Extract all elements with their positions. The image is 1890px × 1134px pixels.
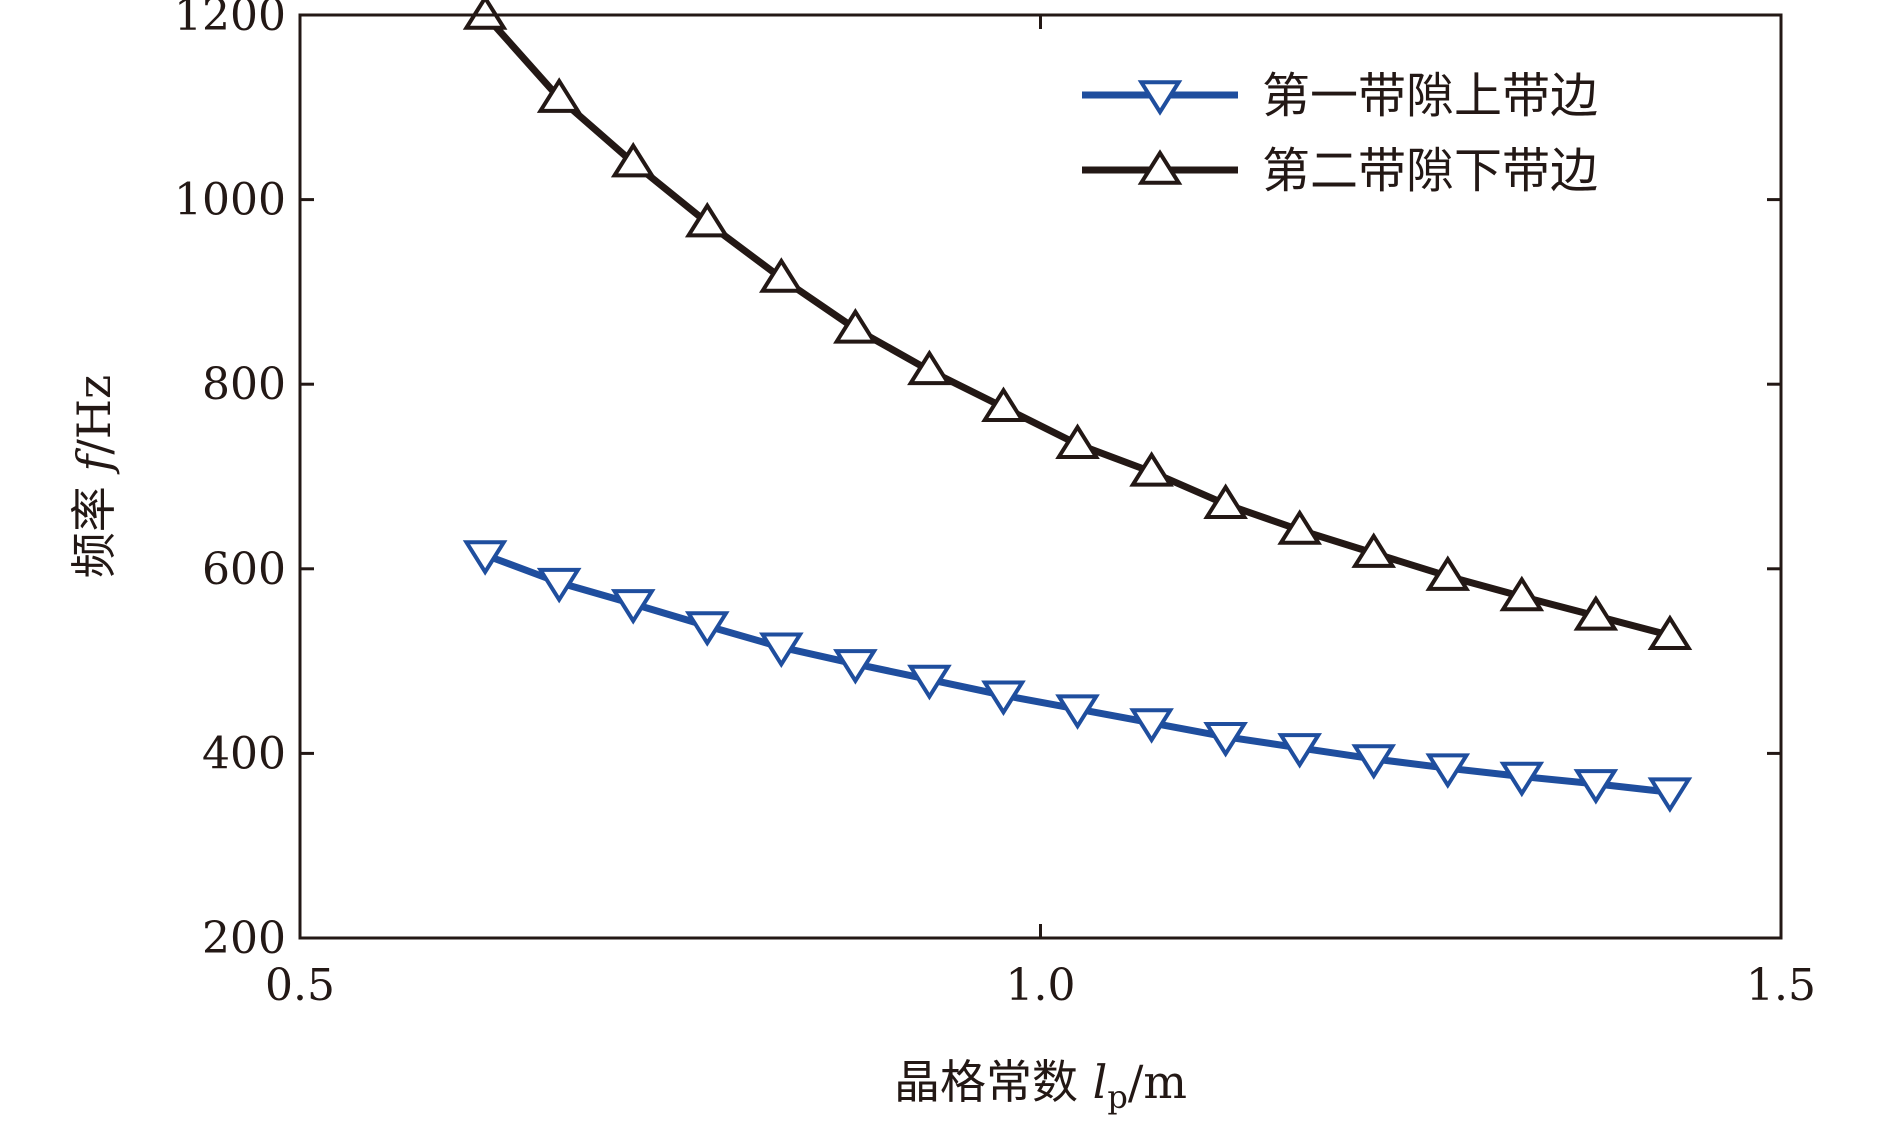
data-point bbox=[1351, 744, 1397, 780]
legend-marker bbox=[1137, 149, 1183, 185]
y-tick-label: 1200 bbox=[174, 0, 286, 41]
data-point bbox=[1647, 777, 1693, 813]
x-axis-title-sub: p bbox=[1107, 1078, 1127, 1116]
data-point bbox=[1499, 575, 1545, 612]
data-point bbox=[1573, 595, 1619, 631]
data-point bbox=[759, 257, 804, 293]
data-point bbox=[1647, 614, 1693, 651]
data-point bbox=[684, 611, 730, 647]
legend-item-1: 第一带隙上带边 bbox=[1082, 68, 1598, 124]
y-tick-label: 800 bbox=[202, 359, 286, 410]
data-point bbox=[907, 664, 952, 701]
legend-marker bbox=[1137, 80, 1183, 116]
data-point bbox=[1277, 509, 1322, 545]
data-point bbox=[1277, 733, 1322, 769]
series-1 bbox=[462, 540, 1693, 813]
ticks-layer: 0.5 1.0 1.5 200 400 600 800 1000 1200 bbox=[174, 0, 1816, 1011]
x-axis-title: 晶格常数 lp/m bbox=[894, 1055, 1187, 1116]
y-tick-label: 400 bbox=[202, 728, 286, 779]
data-point bbox=[1129, 708, 1174, 744]
y-axis-title: 频率 f/Hz bbox=[67, 375, 121, 579]
x-tick-label: 1.0 bbox=[1006, 960, 1076, 1011]
data-point bbox=[833, 649, 878, 685]
x-axis-title-unit: /m bbox=[1128, 1055, 1187, 1109]
data-point bbox=[536, 567, 582, 604]
data-point bbox=[759, 632, 804, 669]
legend-label: 第一带隙上带边 bbox=[1262, 68, 1598, 124]
y-axis-title-unit: /Hz bbox=[67, 375, 121, 455]
data-point bbox=[981, 680, 1026, 717]
data-point bbox=[1351, 532, 1397, 568]
data-point bbox=[610, 141, 656, 178]
x-tick-label: 0.5 bbox=[265, 960, 335, 1011]
data-point bbox=[462, 540, 508, 576]
data-point bbox=[1055, 423, 1100, 459]
y-tick-label: 1000 bbox=[174, 175, 286, 226]
x-axis-title-var: l bbox=[1093, 1055, 1108, 1109]
y-tick-label: 200 bbox=[202, 913, 286, 964]
series-layer bbox=[462, 0, 1693, 813]
data-point bbox=[1573, 769, 1619, 805]
series-2 bbox=[462, 0, 1693, 651]
x-tick-label: 1.5 bbox=[1746, 960, 1816, 1011]
data-point bbox=[1499, 761, 1545, 798]
data-point bbox=[536, 77, 582, 113]
x-axis-title-prefix: 晶格常数 bbox=[894, 1055, 1093, 1109]
data-point bbox=[907, 349, 952, 386]
y-tick-label: 600 bbox=[202, 544, 286, 595]
data-point bbox=[684, 201, 730, 238]
data-point bbox=[1203, 483, 1248, 519]
legend-item-2: 第二带隙下带边 bbox=[1082, 143, 1598, 199]
data-point bbox=[610, 589, 656, 625]
data-point bbox=[981, 386, 1026, 423]
data-point bbox=[833, 308, 878, 344]
data-point bbox=[1425, 753, 1471, 789]
data-point bbox=[1055, 694, 1100, 730]
data-point bbox=[1203, 722, 1248, 758]
data-point bbox=[1129, 451, 1174, 487]
legend-label: 第二带隙下带边 bbox=[1262, 143, 1598, 199]
data-point bbox=[1425, 555, 1471, 591]
y-axis-title-prefix: 频率 bbox=[67, 472, 121, 579]
